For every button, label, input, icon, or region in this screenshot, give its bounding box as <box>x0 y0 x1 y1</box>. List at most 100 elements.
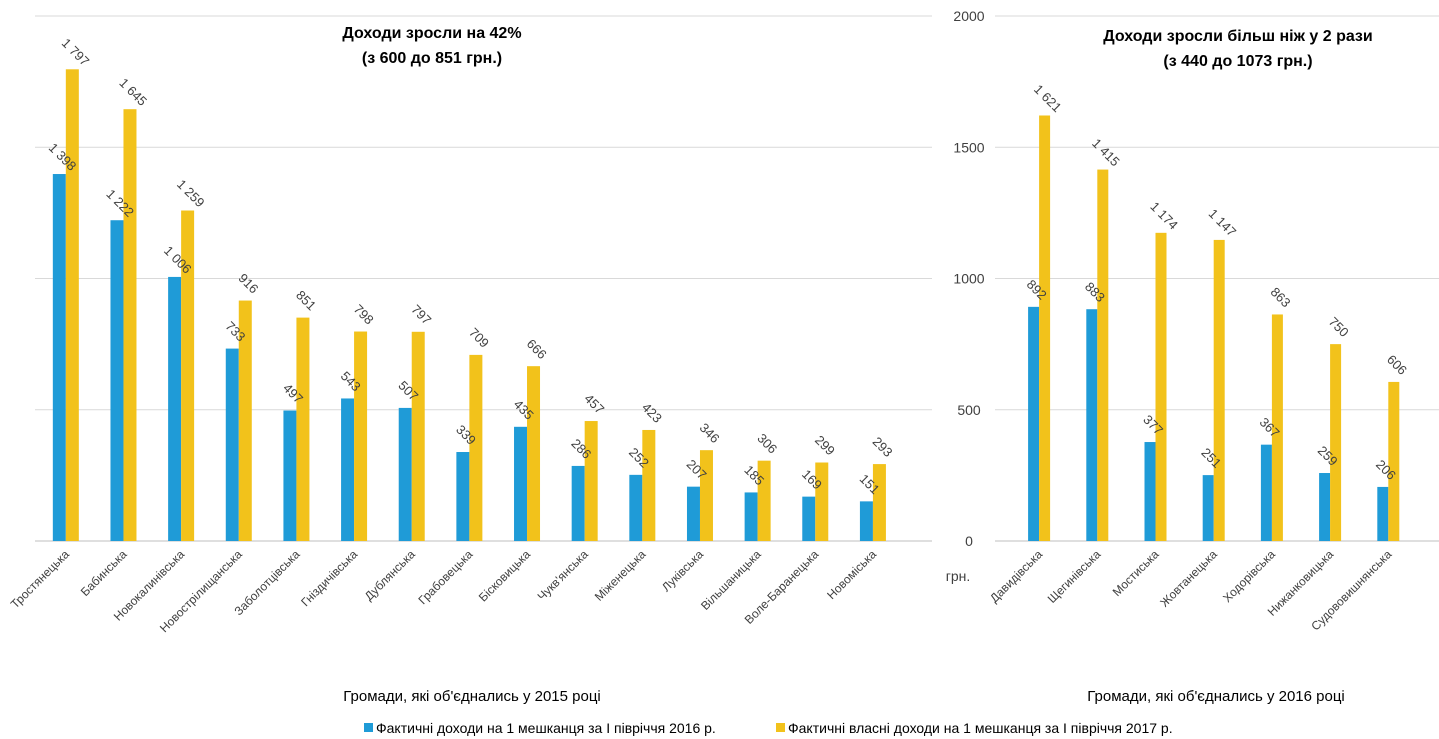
left-title-line2: (з 600 до 851 грн.) <box>362 50 502 67</box>
bar-2016 <box>1377 486 1389 541</box>
data-label-2017: 750 <box>1326 314 1352 340</box>
data-label-2017: 306 <box>754 431 780 457</box>
y-tick-label: 0 <box>965 533 973 549</box>
x-tick-label: Вільшаницька <box>698 547 764 613</box>
bar-2017 <box>1155 232 1167 541</box>
x-tick-label: Давидівська <box>987 547 1045 605</box>
bars <box>52 69 1400 542</box>
bar-2017 <box>1388 381 1400 541</box>
x-tick-label: Дублянська <box>362 547 418 603</box>
y-tick-label: 2000 <box>953 8 984 24</box>
data-label-2017: 863 <box>1268 284 1294 310</box>
x-tick-label: Чукв'янська <box>535 547 591 603</box>
data-label-2017: 666 <box>524 336 550 362</box>
bar-2017 <box>238 300 252 541</box>
bar-2016 <box>1144 442 1156 541</box>
data-label-2017: 916 <box>235 270 261 296</box>
bar-2016 <box>629 474 643 541</box>
y-axis-unit: грн. <box>946 568 971 584</box>
bar-2017 <box>699 450 713 541</box>
bar-2016 <box>859 501 873 541</box>
data-label-2017: 1 259 <box>174 177 208 211</box>
x-tick-label: Жовтанецька <box>1157 547 1220 610</box>
bar-2016 <box>514 426 528 541</box>
left-title-line1: Доходи зросли на 42% <box>342 25 521 42</box>
bar-2016 <box>1086 309 1098 541</box>
bar-2016 <box>744 492 758 541</box>
bar-2017 <box>872 464 886 541</box>
bar-2016 <box>110 220 124 541</box>
y-axis: 0 500 1000 1500 2000 <box>953 8 984 549</box>
data-label-2017: 1 147 <box>1206 206 1240 240</box>
legend-swatch-2017 <box>776 723 785 732</box>
data-label-2017: 1 621 <box>1031 81 1065 115</box>
bar-2016 <box>1319 473 1331 541</box>
data-label-2017: 293 <box>870 434 896 460</box>
x-tick-label: Бісковицька <box>476 547 533 604</box>
bar-2016 <box>168 276 182 541</box>
data-label-2017: 1 797 <box>59 35 93 69</box>
right-group-label: Громади, які об'єднались у 2016 році <box>1087 688 1345 705</box>
y-tick-label: 1500 <box>953 139 984 155</box>
legend-label-2016: Фактичні доходи на 1 мешканця за І піврі… <box>376 720 716 736</box>
bar-2016 <box>283 410 297 541</box>
bar-2017 <box>815 462 829 541</box>
y-tick-label: 1000 <box>953 271 984 287</box>
data-label-2017: 798 <box>351 301 377 327</box>
bar-2016 <box>456 452 470 541</box>
bar-2017 <box>527 366 541 541</box>
bar-2017 <box>411 331 425 541</box>
data-label-2017: 423 <box>639 400 665 426</box>
x-tick-label: Мостиська <box>1110 547 1162 599</box>
x-tick-label: Гніздичівська <box>298 547 360 609</box>
data-label-2017: 797 <box>408 302 434 328</box>
x-tick-label: Бабинська <box>78 547 130 599</box>
bar-2016 <box>571 465 585 541</box>
bar-2016 <box>1202 475 1214 541</box>
bar-2017 <box>123 109 137 541</box>
data-label-2017: 1 645 <box>116 75 150 109</box>
bar-2017 <box>642 429 656 541</box>
bar-2017 <box>181 210 195 541</box>
legend-label-2017: Фактичні власні доходи на 1 мешканця за … <box>788 720 1173 736</box>
bar-2017 <box>584 421 598 541</box>
data-label-2017: 1 174 <box>1147 199 1181 233</box>
bar-2017 <box>1039 115 1051 542</box>
bar-2016 <box>802 496 816 541</box>
bar-2016 <box>52 174 66 541</box>
x-tick-label: Новоміська <box>824 547 879 602</box>
right-title-line2: (з 440 до 1073 грн.) <box>1163 53 1312 70</box>
bar-2016 <box>225 348 239 541</box>
x-tick-label: Тростянецька <box>8 547 72 611</box>
x-tick-label: Міженецька <box>592 547 649 604</box>
data-label-2017: 299 <box>812 432 838 458</box>
data-label-2017: 1 415 <box>1089 136 1123 170</box>
data-label-2017: 457 <box>581 391 607 417</box>
right-title-line1: Доходи зросли більш ніж у 2 рази <box>1103 28 1372 45</box>
bar-2017 <box>469 354 483 541</box>
legend-swatch-2016 <box>364 723 373 732</box>
bar-2017 <box>1213 239 1225 541</box>
bar-2016 <box>686 486 700 541</box>
bar-2017 <box>296 317 310 541</box>
x-tick-labels: Тростянецька БабинськаНовокалинівськаНово… <box>8 547 1395 635</box>
bar-2017 <box>1097 169 1109 541</box>
bar-2016 <box>1260 444 1272 541</box>
left-group-label: Громади, які об'єднались у 2015 році <box>343 688 601 705</box>
x-tick-label: Щегинівська <box>1045 547 1104 606</box>
bar-2017 <box>1271 314 1283 541</box>
bar-2016 <box>398 407 412 541</box>
x-tick-label: Грабовецька <box>415 547 475 607</box>
data-label-2017: 606 <box>1384 352 1410 378</box>
bar-2016 <box>1028 306 1040 541</box>
y-tick-label: 500 <box>957 402 981 418</box>
data-label-2017: 709 <box>466 325 492 351</box>
data-label-2017: 346 <box>697 420 723 446</box>
bar-2017 <box>1330 344 1342 541</box>
x-tick-label: Ходорівська <box>1220 547 1278 605</box>
bar-2017 <box>354 331 368 541</box>
legend: Фактичні доходи на 1 мешканця за І піврі… <box>364 720 1173 736</box>
x-tick-label: Луківська <box>659 547 706 594</box>
